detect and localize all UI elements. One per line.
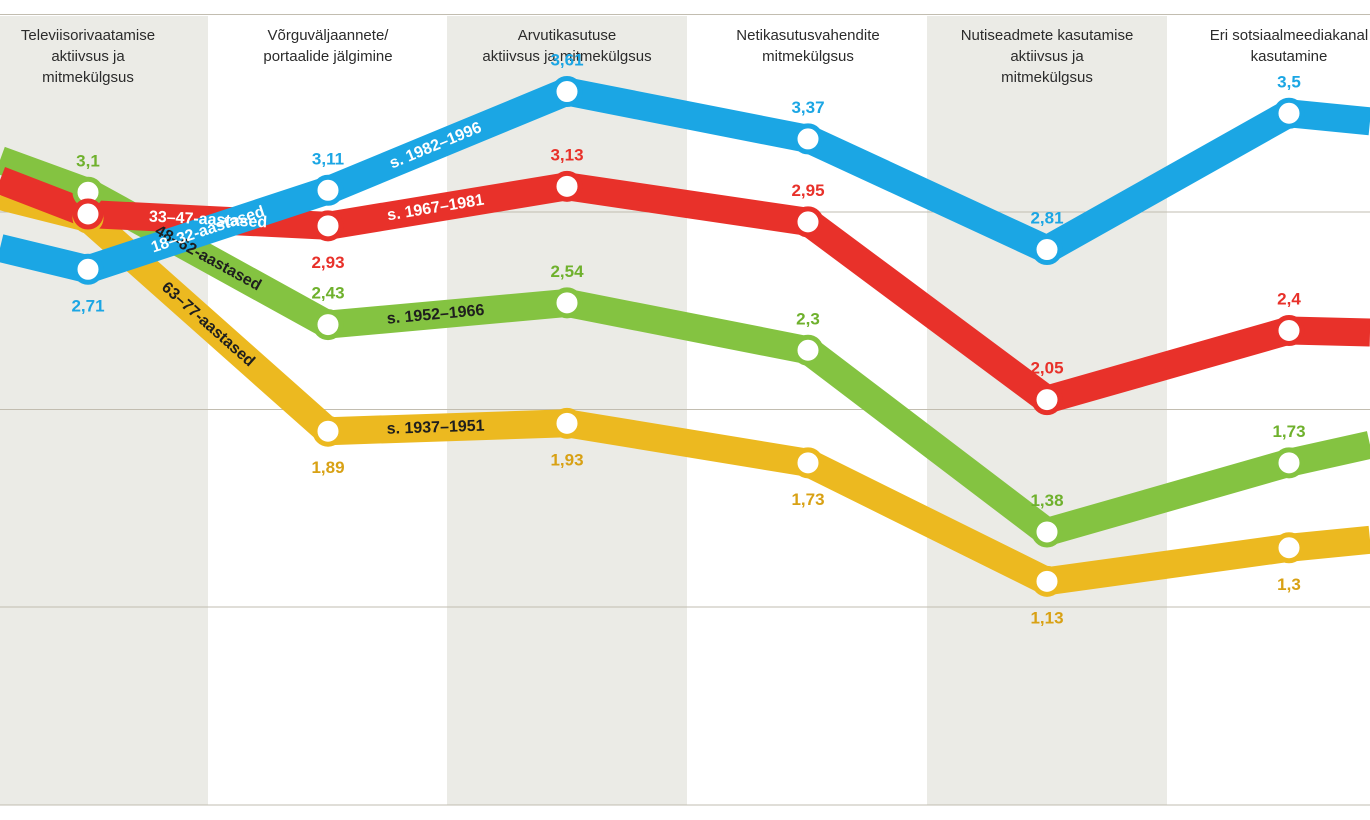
value-label: 1,93	[550, 450, 583, 469]
data-point	[312, 415, 344, 447]
data-point	[312, 210, 344, 242]
category-label: Nutiseadmete kasutamise aktiivsus ja mitme…	[961, 27, 1134, 86]
value-label: 2,05	[1030, 359, 1063, 378]
data-point	[792, 206, 824, 238]
value-labels: 1,89 1,93 1,73 1,13 1,3 3,1 2,43 2,54 2,3 1,38 1,7…	[71, 51, 1305, 628]
value-label: 2,81	[1030, 209, 1063, 228]
value-label: 3,11	[312, 149, 344, 168]
value-label: 3,13	[550, 145, 583, 164]
data-point	[1031, 565, 1063, 597]
data-point	[551, 407, 583, 439]
category-label: Televiisorivaatamise aktiivsus ja mitmekül…	[21, 27, 155, 86]
data-point	[1031, 234, 1063, 266]
data-point	[1031, 384, 1063, 416]
data-point	[1273, 315, 1305, 346]
category-label: Netikasutusvahendite mitmekülgsus	[736, 27, 879, 65]
value-label: 3,37	[791, 98, 824, 117]
value-label: 2,71	[71, 296, 104, 315]
value-label: 2,93	[311, 253, 344, 272]
value-label: 2,43	[311, 284, 344, 303]
data-point	[792, 334, 824, 366]
category-label: Eri sotsiaalmeediakanal kasutamine	[1210, 27, 1368, 65]
series-label: s. 1937–1951	[386, 418, 484, 438]
value-label: 2,3	[796, 309, 820, 328]
value-label: 1,73	[1272, 422, 1305, 441]
data-point	[792, 123, 824, 155]
data-point	[551, 76, 583, 108]
data-point	[1273, 447, 1305, 479]
series-line	[0, 77, 1370, 284]
value-label: 2,95	[791, 181, 824, 200]
value-label: 1,13	[1030, 608, 1063, 627]
data-point	[1273, 532, 1305, 564]
value-label: 1,38	[1030, 491, 1063, 510]
data-points	[72, 76, 1305, 597]
value-label: 1,73	[791, 490, 824, 509]
data-point	[72, 253, 104, 285]
data-point	[312, 174, 344, 206]
data-point	[792, 447, 824, 479]
category-label: Arvutikasutuse aktiivsus ja mitmekülgsus	[482, 27, 651, 65]
value-label: 3,5	[1277, 72, 1301, 91]
value-label: 2,54	[550, 262, 584, 281]
data-point	[312, 309, 344, 341]
data-point	[551, 170, 583, 202]
value-label: 3,1	[76, 151, 100, 170]
category-bands	[0, 16, 1167, 805]
value-label: 2,4	[1277, 290, 1301, 309]
category-label: Võrguväljaannete/portaalide jälgimine	[263, 27, 392, 65]
value-label: 1,3	[1277, 575, 1301, 594]
series-lines	[0, 77, 1370, 596]
series-line	[0, 166, 1370, 414]
data-point	[72, 198, 104, 230]
category-band	[0, 16, 208, 805]
value-label: 3,61	[550, 51, 583, 70]
data-point	[551, 287, 583, 319]
data-point	[1273, 97, 1305, 129]
data-point	[1031, 516, 1063, 548]
series-label: 33–47-aastased	[148, 208, 267, 231]
value-label: 1,89	[311, 458, 344, 477]
category-labels: Televiisorivaatamise aktiivsus ja mitmekül…	[21, 27, 1368, 86]
